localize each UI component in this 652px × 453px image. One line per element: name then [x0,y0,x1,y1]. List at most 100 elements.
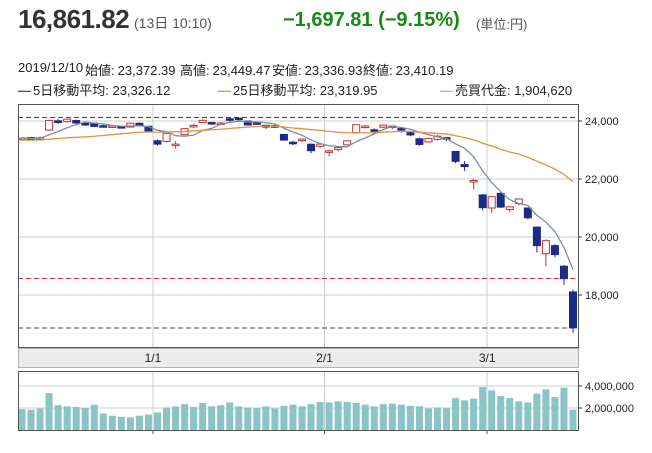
volume-bar [208,406,216,430]
candle [415,138,424,145]
volume-bar [36,408,44,430]
candle [569,291,577,329]
volume-bar [406,405,414,430]
volume-bar [515,401,523,430]
candle [550,245,559,256]
candle [108,125,117,129]
volume-bar [551,397,559,430]
volume-bar [108,415,116,430]
candle [207,122,216,125]
quote-date: 2019/12/10 [18,60,84,75]
volume-bar [126,417,134,430]
candle [72,120,81,124]
volume-bar [298,406,306,430]
volume-bar [144,414,152,430]
candle [523,207,532,219]
volume-bar [415,406,423,430]
volume-bar [424,408,432,430]
candle [478,194,487,209]
volume-bar [334,401,342,430]
current-price: 16,861.82 [18,4,130,34]
price-tick-label: 18,000 [585,290,619,302]
candle [424,137,433,143]
volume-bar [533,393,541,430]
volume-bar [190,406,198,430]
ma5-line-swatch: — [18,83,31,98]
volume-plot-frame [18,371,579,431]
volume-bar [461,400,469,430]
volume-bar [289,404,297,430]
close-value: 終値: 23,410.19 [363,63,454,78]
candle [63,118,72,123]
volume-bar [560,387,568,430]
candle [243,120,252,126]
ma5-line [21,120,574,270]
volume-bar [352,403,360,430]
candle [343,140,352,146]
volume-bar [307,404,315,430]
volume-bar [135,415,143,430]
candle [397,128,406,131]
volume-bar [262,406,270,430]
ma25-line-swatch: — [218,83,231,98]
price-change: −1,697.81 (−9.15%) [283,9,460,31]
candlestick-volume-chart: 1/1 2/1 3/1 24,000 22,000 20,000 18,000 4,000,0… [18,104,634,434]
candle [225,118,234,121]
candle [279,133,288,141]
candle [307,143,316,152]
volume-bar [54,405,62,430]
candle [532,226,541,247]
volume-bar [479,387,487,430]
volume-bar [271,408,279,430]
volume-bar [45,393,53,430]
candle [496,192,505,208]
price-tick-label: 24,000 [585,116,619,128]
candle [252,122,261,125]
volume-bar [379,404,387,430]
volume-bar [388,403,396,430]
volume-bar [397,404,405,430]
volume-bar [244,407,252,430]
candle [171,143,180,147]
open-label: 始値: [85,63,115,78]
candle [288,141,297,145]
candle [153,140,162,145]
volume-bar [506,398,514,430]
volume-tick-label: 2,000,000 [585,403,634,415]
candle [559,265,568,280]
volume-bar [72,406,80,430]
month-label: 2/1 [316,351,333,365]
candle [352,124,361,134]
high-label: 高値: [180,63,210,78]
volume-bar [217,405,225,430]
legend-ma25: —25日移動平均: 23,319.95 [218,83,378,98]
legend-ma5: —5日移動平均: 23,326.12 [18,83,171,98]
volume-bar [181,404,189,430]
open-value: 始値: 23,372.39 [85,63,176,78]
price-tick-label: 20,000 [585,232,619,244]
high-value: 高値: 23,449.47 [180,63,271,78]
volume-bar [117,416,125,430]
month-strip [18,348,579,368]
volume-bar [163,407,171,430]
candle [198,119,207,124]
volume-bar [90,404,98,430]
volume-bar [253,408,261,430]
price-tick-label: 22,000 [585,174,619,186]
volume-bar [325,402,333,430]
low-value: 安値: 23,336.93 [272,63,363,78]
candle [81,122,90,126]
turnover-swatch: — [440,83,453,98]
volume-bar [542,389,550,430]
volume-bar [27,409,35,430]
legend-turnover: — 売買代金: 1,904,620 [440,83,573,98]
candle [406,132,415,136]
volume-bar [488,390,496,430]
volume-bar [226,402,234,430]
candle [370,129,379,132]
candle [99,125,108,128]
candle [45,119,54,131]
candle [460,164,469,168]
volume-bar [99,413,107,430]
